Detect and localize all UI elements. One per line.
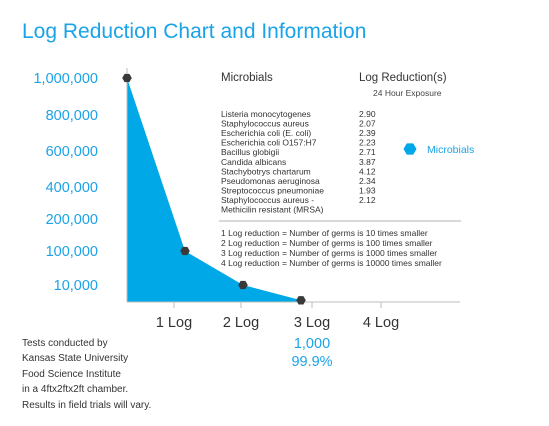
table-row-name: Staphylococcus aureus - xyxy=(221,195,314,205)
footnote-line: Results in field trials will vary. xyxy=(22,399,152,411)
table-row-value: 2.39 xyxy=(359,128,376,138)
table-row-value: 4.12 xyxy=(359,166,376,176)
x-tick-label: 4 Log xyxy=(363,315,399,331)
table-subheader-exposure: 24 Hour Exposure xyxy=(373,88,442,98)
series-area xyxy=(127,78,301,302)
log-definition-line: 2 Log reduction = Number of germs is 100… xyxy=(221,238,433,248)
y-tick-label: 200,000 xyxy=(46,212,98,228)
footnote-line: Kansas State University xyxy=(22,353,129,365)
log-definition-line: 1 Log reduction = Number of germs is 10 … xyxy=(221,228,428,238)
x-tick-label: 3 Log xyxy=(294,315,330,331)
footnote-line: Food Science Institute xyxy=(22,368,121,380)
below-axis-annotation: 99.9% xyxy=(291,354,332,370)
table-row-value: 2.07 xyxy=(359,119,376,129)
table-row-value: 2.23 xyxy=(359,138,376,148)
table-row-name: Escherichia coli (E. coli) xyxy=(221,128,311,138)
x-tick-label: 1 Log xyxy=(156,315,192,331)
data-point-marker xyxy=(180,246,190,256)
table-row-value: 2.71 xyxy=(359,147,376,157)
below-axis-annotation: 1,000 xyxy=(294,336,330,352)
x-tick-label: 2 Log xyxy=(223,315,259,331)
log-definition-line: 4 Log reduction = Number of germs is 100… xyxy=(221,258,442,268)
table-header-log-reductions: Log Reduction(s) xyxy=(359,72,447,84)
table-row-name: Pseudomonas aeruginosa xyxy=(221,176,320,186)
data-point-marker xyxy=(238,280,248,290)
test-footnote: Tests conducted by Kansas State Universit… xyxy=(22,336,262,413)
y-tick-label: 800,000 xyxy=(46,108,98,124)
y-tick-label: 100,000 xyxy=(46,244,98,260)
table-row-value: 2.34 xyxy=(359,176,376,186)
log-definition-line: 3 Log reduction = Number of germs is 100… xyxy=(221,248,437,258)
table-row-name: Staphylococcus aureus xyxy=(221,119,309,129)
data-point-marker xyxy=(122,73,132,83)
table-row-value: 3.87 xyxy=(359,157,376,167)
table-row-name: Methicilin resistant (MRSA) xyxy=(221,205,324,215)
legend-hexagon-icon xyxy=(403,143,417,155)
table-row-name: Streptococcus pneumoniae xyxy=(221,185,324,195)
table-row-name: Bacillus globigii xyxy=(221,147,279,157)
table-header-microbials: Microbials xyxy=(221,72,273,84)
table-row-name: Candida albicans xyxy=(221,157,286,167)
table-row-name: Stachybotrys chartarum xyxy=(221,166,311,176)
y-tick-label: 10,000 xyxy=(54,278,98,294)
y-tick-label: 600,000 xyxy=(46,144,98,160)
data-point-marker xyxy=(296,296,306,305)
footnote-line: in a 4ftx2ftx2ft chamber. xyxy=(22,384,129,396)
y-tick-label: 400,000 xyxy=(46,180,98,196)
table-row-name: Escherichia coli O157:H7 xyxy=(221,138,317,148)
legend-label: Microbials xyxy=(427,144,474,156)
table-row-value: 2.12 xyxy=(359,195,376,205)
table-row-name: Listeria monocytogenes xyxy=(221,109,311,119)
table-row-value: 2.90 xyxy=(359,109,376,119)
y-tick-label: 1,000,000 xyxy=(33,71,98,87)
page-title: Log Reduction Chart and Information xyxy=(22,20,367,43)
table-row-value: 1.93 xyxy=(359,185,376,195)
footnote-line: Tests conducted by xyxy=(22,338,108,349)
